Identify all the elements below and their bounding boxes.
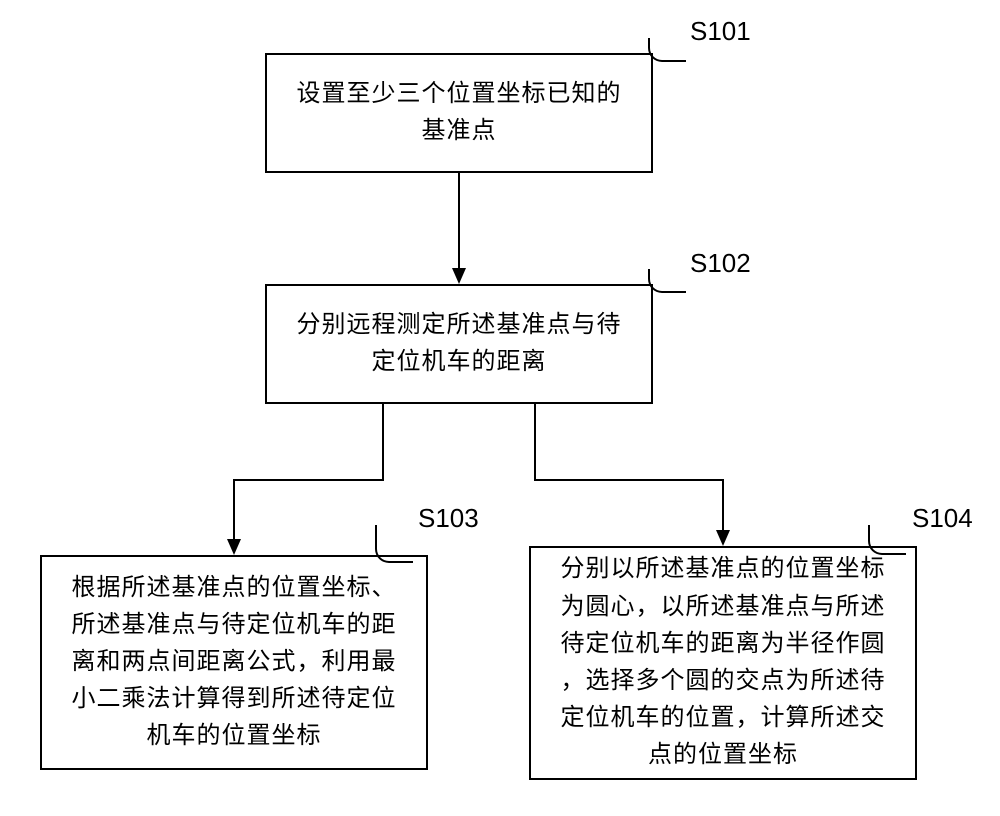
edge-n2-n4 <box>0 0 1000 816</box>
flowchart-canvas: 设置至少三个位置坐标已知的 基准点 S101 分别远程测定所述基准点与待 定位机… <box>0 0 1000 816</box>
